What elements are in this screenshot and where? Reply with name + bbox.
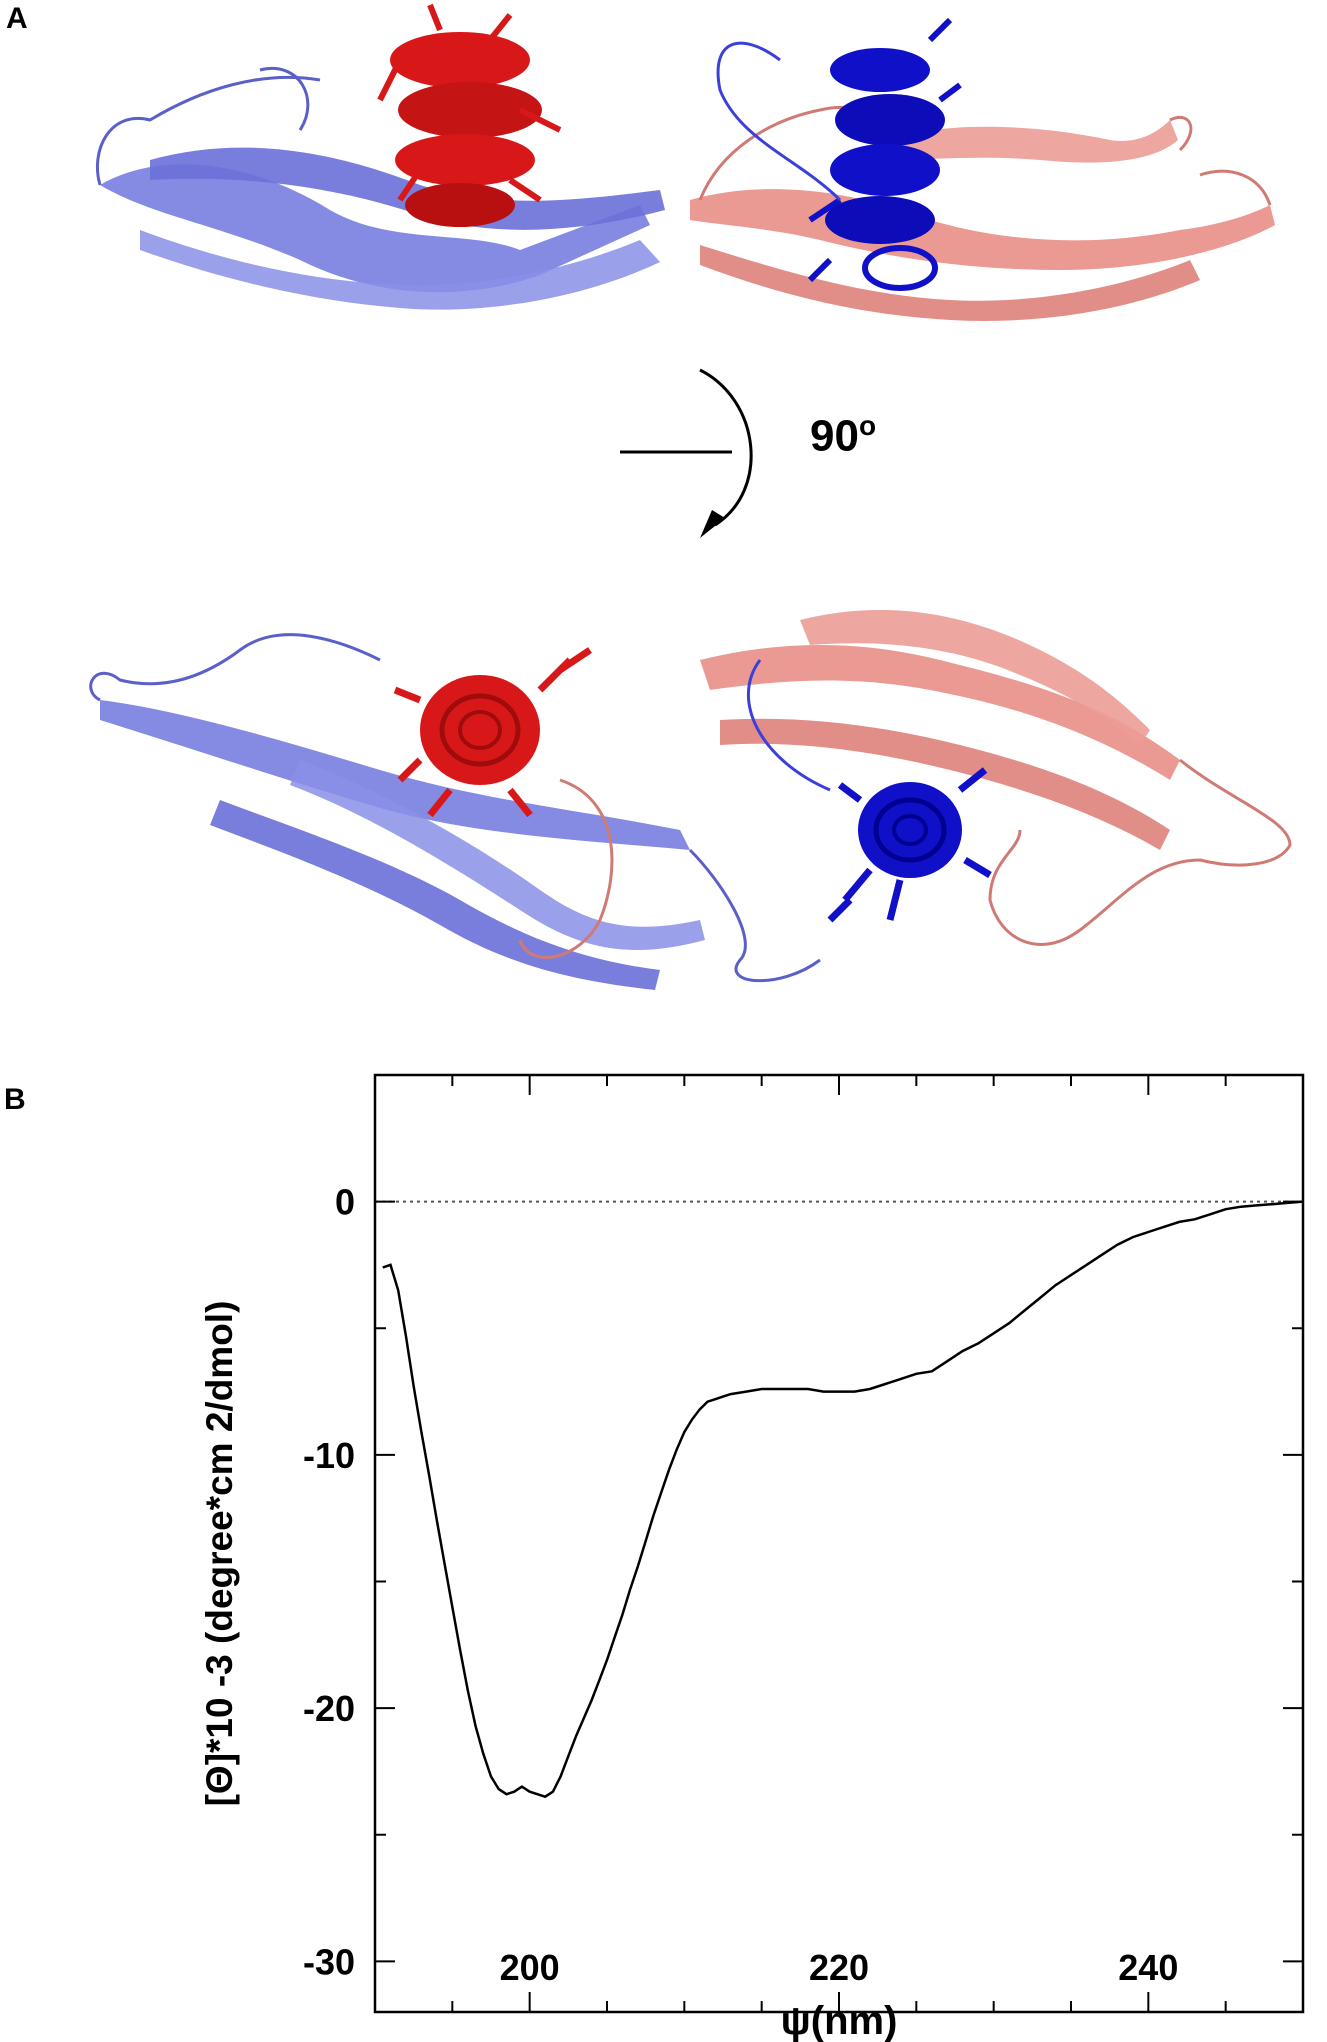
y-tick-label: -10 [303, 1435, 355, 1476]
y-axis: 0 -10 -20 -30 [303, 1074, 1303, 1982]
x-axis: 200 220 240 [374, 1075, 1304, 2012]
bottom-view-chain2-sheet [518, 610, 1292, 959]
y-tick-label: -30 [303, 1941, 355, 1982]
top-view-chain1-helix [377, 3, 562, 227]
y-tick-label: 0 [335, 1182, 355, 1223]
x-tick-label: 200 [500, 1947, 560, 1988]
panel-b-label: B [4, 1083, 26, 1116]
panel-a-label: A [6, 2, 28, 35]
plot-frame [373, 1073, 1305, 2014]
cd-spectrum-line [382, 1200, 1304, 1799]
x-axis-label: ψ(nm) [781, 1999, 898, 2042]
top-view-chain2-helix [716, 17, 962, 291]
bottom-view-chain1-helix [393, 647, 592, 818]
x-tick-label: 220 [809, 1947, 869, 1988]
rotation-arrow [620, 368, 753, 538]
rotation-value: 90 [810, 411, 859, 461]
x-tick-label: 240 [1118, 1947, 1178, 1988]
y-tick-label: -20 [303, 1688, 355, 1729]
rotation-label: 90o [810, 410, 876, 462]
y-axis-label: [Θ]*10 -3 (degree*cm 2/dmol) [199, 1301, 240, 1807]
bottom-view-chain1-sheet [89, 633, 821, 990]
protein-structure-illustration [89, 3, 1292, 990]
bottom-view-chain2-helix [747, 659, 992, 923]
rotation-unit: o [858, 410, 877, 441]
